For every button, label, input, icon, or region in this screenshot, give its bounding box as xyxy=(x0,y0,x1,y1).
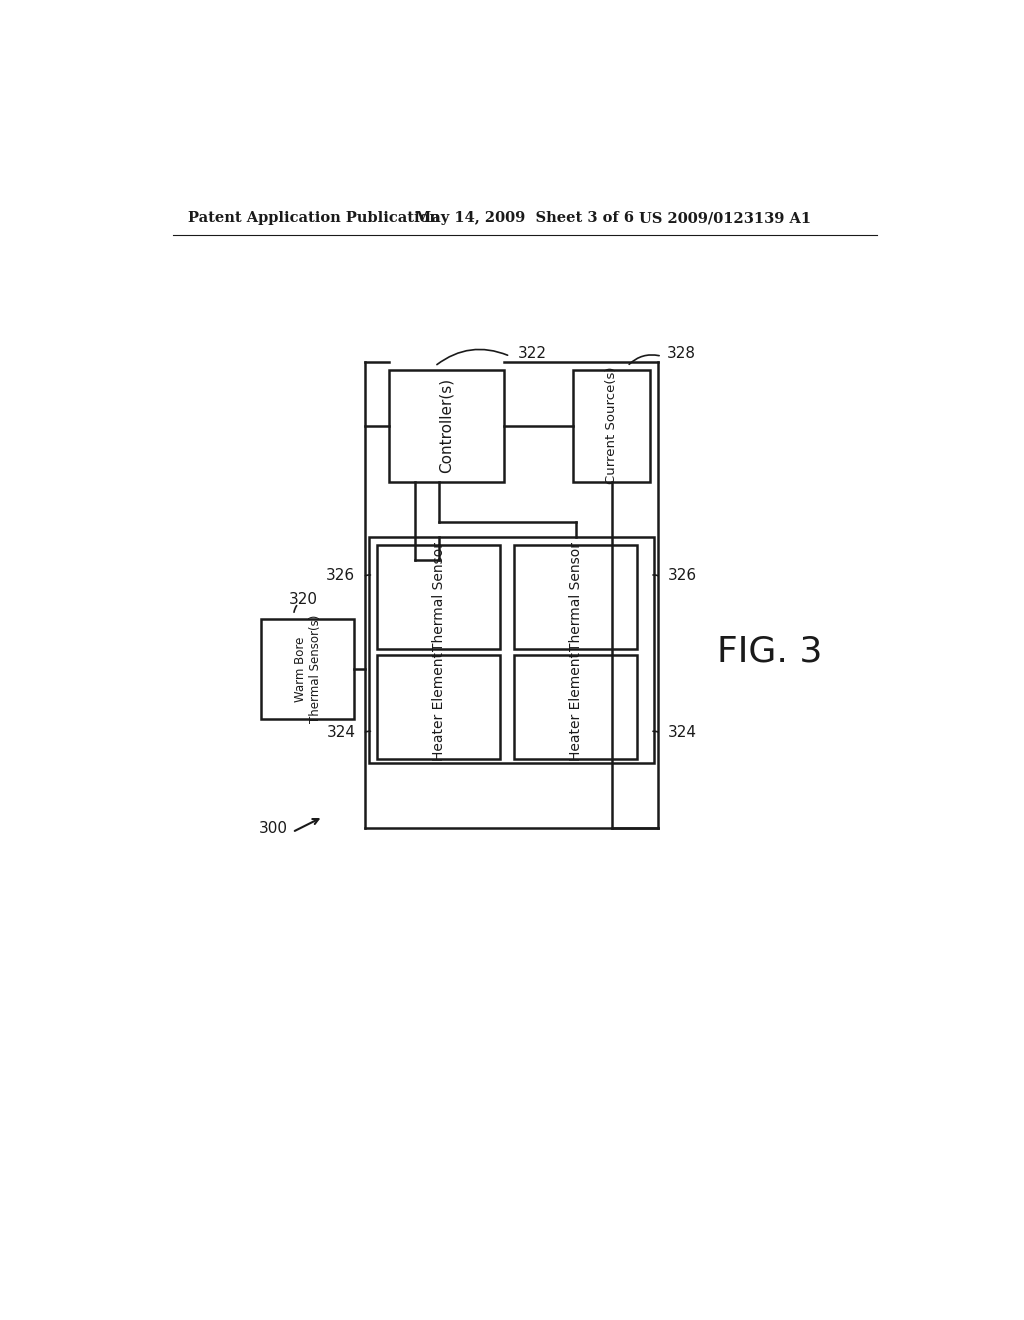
Text: Thermal Sensor: Thermal Sensor xyxy=(568,543,583,651)
Bar xyxy=(514,655,637,759)
Bar xyxy=(261,619,354,719)
Text: Current Source(s): Current Source(s) xyxy=(605,367,618,484)
Bar xyxy=(514,545,637,649)
Text: Warm Bore
Thermal Sensor(s): Warm Bore Thermal Sensor(s) xyxy=(294,615,322,723)
Text: US 2009/0123139 A1: US 2009/0123139 A1 xyxy=(639,211,811,226)
Text: Thermal Sensor: Thermal Sensor xyxy=(431,543,445,651)
Text: 326: 326 xyxy=(327,568,355,583)
Bar xyxy=(370,537,654,763)
Bar xyxy=(388,370,504,482)
Text: May 14, 2009  Sheet 3 of 6: May 14, 2009 Sheet 3 of 6 xyxy=(416,211,635,226)
Text: 328: 328 xyxy=(668,346,696,360)
Text: 326: 326 xyxy=(668,568,697,583)
Text: 324: 324 xyxy=(668,725,697,739)
Bar xyxy=(377,655,500,759)
Text: 324: 324 xyxy=(327,725,355,739)
Text: FIG. 3: FIG. 3 xyxy=(717,634,822,668)
Text: 320: 320 xyxy=(289,593,318,607)
Text: Heater Element: Heater Element xyxy=(568,652,583,762)
Text: 300: 300 xyxy=(258,821,288,836)
Bar xyxy=(377,545,500,649)
Text: Controller(s): Controller(s) xyxy=(438,378,454,473)
Text: Heater Element: Heater Element xyxy=(431,652,445,762)
Text: Patent Application Publication: Patent Application Publication xyxy=(188,211,440,226)
Bar xyxy=(573,370,650,482)
Text: 322: 322 xyxy=(518,346,547,360)
